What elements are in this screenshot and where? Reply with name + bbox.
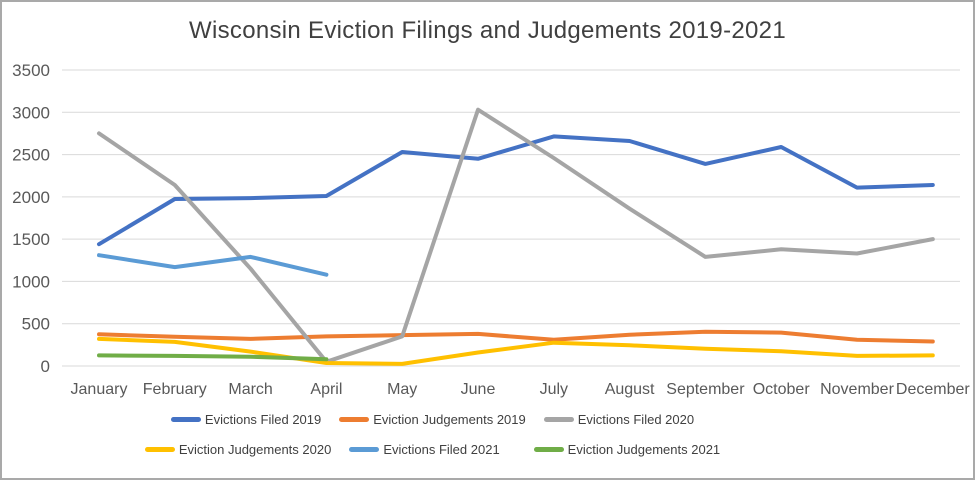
legend-swatch-evictions-filed-2021-icon <box>349 446 380 452</box>
y-axis-tick-label: 500 <box>22 315 50 334</box>
y-axis-tick-label: 0 <box>41 357 50 376</box>
x-axis-tick-label: June <box>461 381 496 398</box>
x-axis-tick-label: November <box>820 381 894 398</box>
line-chart-plot-area: 0 500 1000 1500 2000 2500 3000 3500 January Febru… <box>12 61 970 398</box>
legend-label-eviction-judgements-2021: Eviction Judgements 2021 <box>567 441 721 457</box>
legend-row-2: Eviction Judgements 2020 Evictions Filed… <box>2 436 918 462</box>
y-axis-tick-label: 3500 <box>12 61 50 80</box>
legend-item-evictions-filed-2019: Evictions Filed 2019 <box>170 411 322 427</box>
chart-title: Wisconsin Eviction Filings and Judgement… <box>189 17 786 44</box>
y-axis-tick-label: 3000 <box>12 103 50 122</box>
chart-legend: Evictions Filed 2019 Eviction Judgements… <box>2 406 918 462</box>
x-axis-tick-label: September <box>666 381 745 398</box>
legend-label-eviction-judgements-2020: Eviction Judgements 2020 <box>178 441 332 457</box>
legend-label-evictions-filed-2020: Evictions Filed 2020 <box>577 411 695 427</box>
series-line-eviction-judgements-2019 <box>97 329 935 344</box>
series-line-eviction-judgements-2020 <box>97 336 935 366</box>
series-line-eviction-judgements-2021 <box>97 353 329 362</box>
series-line-evictions-filed-2021 <box>97 253 329 277</box>
legend-swatch-eviction-judgements-2021-icon <box>533 446 564 452</box>
y-axis-tick-label: 2500 <box>12 146 50 165</box>
legend-item-eviction-judgements-2020: Eviction Judgements 2020 <box>144 441 332 457</box>
x-axis-tick-label: July <box>540 381 568 398</box>
series-line-evictions-filed-2019 <box>97 134 935 247</box>
legend-label-evictions-filed-2021: Evictions Filed 2021 <box>383 441 500 457</box>
series-line-evictions-filed-2020 <box>97 107 935 364</box>
y-axis-tick-label: 1500 <box>12 230 50 249</box>
x-axis-tick-label: December <box>896 381 970 398</box>
x-axis-tick-label: May <box>387 381 417 398</box>
x-axis-tick-label: August <box>605 381 655 398</box>
x-axis-tick-label: January <box>71 381 128 398</box>
legend-item-eviction-judgements-2021: Eviction Judgements 2021 <box>533 441 721 457</box>
legend-swatch-evictions-filed-2020-icon <box>543 416 574 422</box>
legend-item-evictions-filed-2021: Evictions Filed 2021 <box>349 441 500 457</box>
legend-swatch-evictions-filed-2019-icon <box>170 416 201 422</box>
legend-swatch-eviction-judgements-2020-icon <box>144 446 175 452</box>
y-axis-tick-label: 1000 <box>12 272 50 291</box>
x-axis-tick-label: April <box>310 381 342 398</box>
legend-swatch-eviction-judgements-2019-icon <box>339 416 370 422</box>
legend-label-evictions-filed-2019: Evictions Filed 2019 <box>204 411 322 427</box>
x-axis-tick-label: October <box>753 381 811 398</box>
legend-item-evictions-filed-2020: Evictions Filed 2020 <box>543 411 695 427</box>
legend-label-eviction-judgements-2019: Eviction Judgements 2019 <box>373 411 526 427</box>
legend-item-eviction-judgements-2019: Eviction Judgements 2019 <box>339 411 526 427</box>
x-axis-tick-label: February <box>143 381 207 398</box>
x-axis-tick-label: March <box>228 381 272 398</box>
legend-row-1: Evictions Filed 2019 Eviction Judgements… <box>2 406 918 432</box>
y-axis-tick-label: 2000 <box>12 188 50 207</box>
